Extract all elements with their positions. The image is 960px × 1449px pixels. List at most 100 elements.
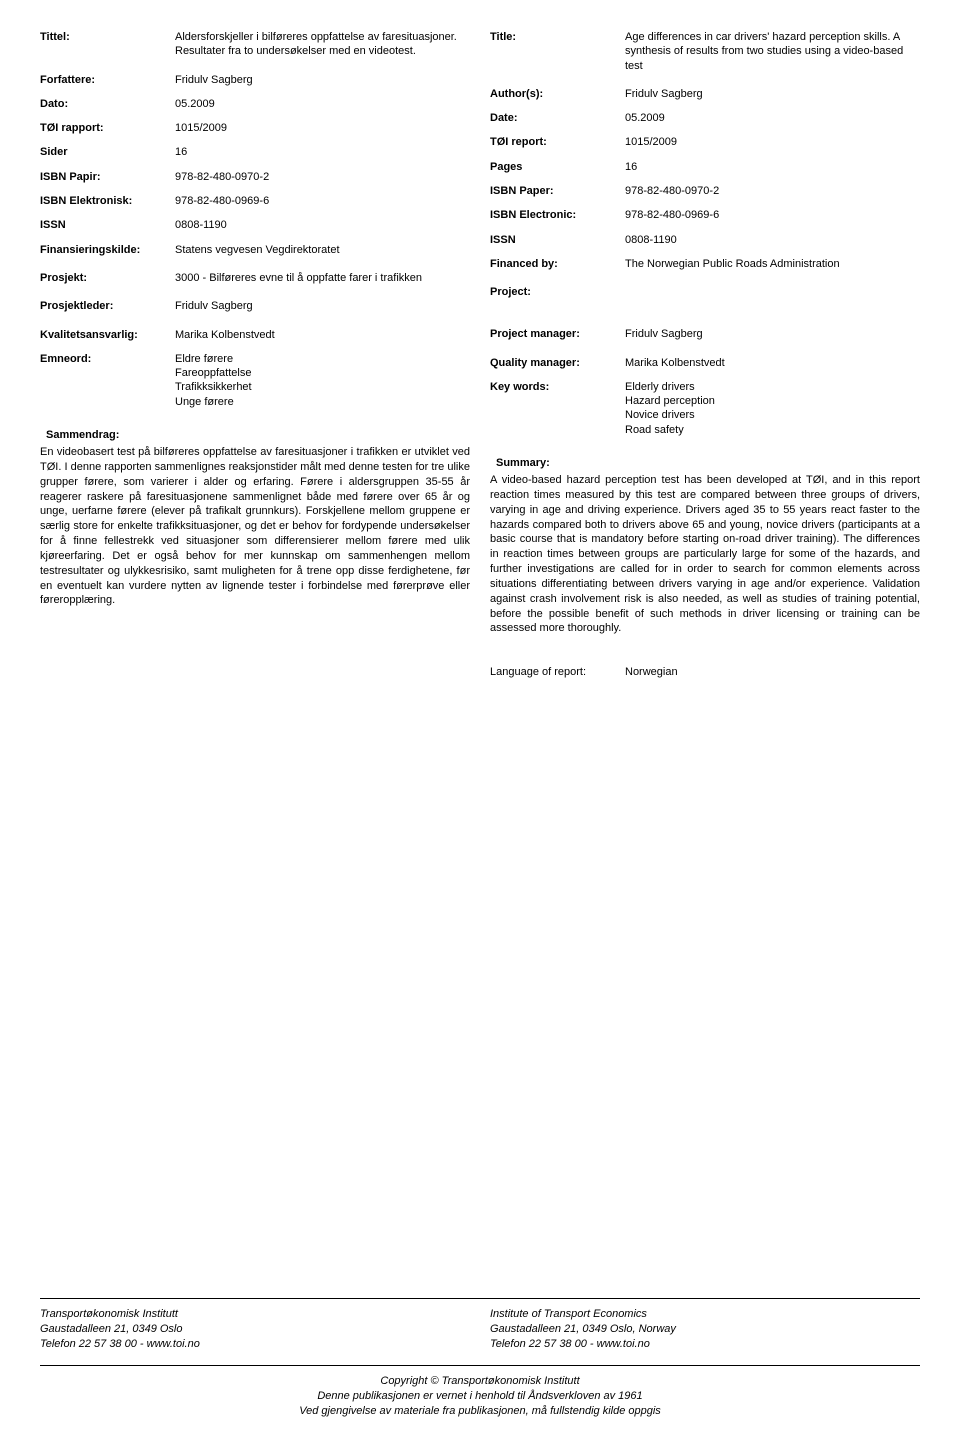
- issn-label-left: ISSN: [40, 218, 175, 232]
- isbn-paper-row: ISBN Paper: 978-82-480-0970-2: [490, 184, 920, 198]
- language-value: Norwegian: [625, 666, 678, 678]
- financed-by-row: Financed by: The Norwegian Public Roads …: [490, 257, 920, 271]
- isbn-elektronisk-row: ISBN Elektronisk: 978-82-480-0969-6: [40, 194, 470, 208]
- prosjektleder-label: Prosjektleder:: [40, 299, 175, 313]
- footer-right-l2: Gaustadalleen 21, 0349 Oslo, Norway: [490, 1322, 920, 1337]
- authors-row: Author(s): Fridulv Sagberg: [490, 87, 920, 101]
- quality-manager-row: Quality manager: Marika Kolbenstvedt: [490, 356, 920, 370]
- date-row: Date: 05.2009: [490, 111, 920, 125]
- issn-label-right: ISSN: [490, 233, 625, 247]
- footer-right-l3: Telefon 22 57 38 00 - www.toi.no: [490, 1337, 920, 1352]
- language-row: Language of report: Norwegian: [490, 666, 920, 678]
- forfattere-value: Fridulv Sagberg: [175, 73, 470, 87]
- quality-manager-label: Quality manager:: [490, 356, 625, 370]
- project-row: Project:: [490, 285, 920, 313]
- kvalitetsansvarlig-label: Kvalitetsansvarlig:: [40, 328, 175, 342]
- footer: Transportøkonomisk Institutt Gaustadalle…: [40, 1298, 920, 1419]
- financed-by-value: The Norwegian Public Roads Administratio…: [625, 257, 920, 271]
- sammendrag-text: En videobasert test på bilføreres oppfat…: [40, 445, 470, 608]
- finansieringskilde-label: Finansieringskilde:: [40, 243, 175, 257]
- date-value: 05.2009: [625, 111, 920, 125]
- dato-row: Dato: 05.2009: [40, 97, 470, 111]
- title-row: Title: Age differences in car drivers' h…: [490, 30, 920, 73]
- prosjektleder-row: Prosjektleder: Fridulv Sagberg: [40, 299, 470, 313]
- authors-value: Fridulv Sagberg: [625, 87, 920, 101]
- project-manager-value: Fridulv Sagberg: [625, 327, 920, 341]
- keywords-row: Key words: Elderly drivers Hazard percep…: [490, 380, 920, 437]
- isbn-paper-label: ISBN Paper:: [490, 184, 625, 198]
- isbn-papir-label: ISBN Papir:: [40, 170, 175, 184]
- emneord-v1: Eldre førere: [175, 352, 470, 366]
- kvalitetsansvarlig-value: Marika Kolbenstvedt: [175, 328, 470, 342]
- emneord-v4: Unge førere: [175, 395, 470, 409]
- emneord-row: Emneord: Eldre førere Fareoppfattelse Tr…: [40, 352, 470, 409]
- tittel-label: Tittel:: [40, 30, 175, 59]
- tittel-row: Tittel: Aldersforskjeller i bilføreres o…: [40, 30, 470, 59]
- footer-center: Copyright © Transportøkonomisk Institutt…: [40, 1365, 920, 1419]
- isbn-papir-row: ISBN Papir: 978-82-480-0970-2: [40, 170, 470, 184]
- sider-label: Sider: [40, 145, 175, 159]
- kvalitetsansvarlig-row: Kvalitetsansvarlig: Marika Kolbenstvedt: [40, 328, 470, 342]
- footer-left: Transportøkonomisk Institutt Gaustadalle…: [40, 1307, 470, 1352]
- isbn-paper-value: 978-82-480-0970-2: [625, 184, 920, 198]
- isbn-elektronisk-label: ISBN Elektronisk:: [40, 194, 175, 208]
- footer-center-l3: Ved gjengivelse av materiale fra publika…: [40, 1404, 920, 1419]
- project-value: [625, 285, 920, 313]
- keywords-v1: Elderly drivers: [625, 380, 920, 394]
- isbn-elektronisk-value: 978-82-480-0969-6: [175, 194, 470, 208]
- project-label: Project:: [490, 285, 625, 313]
- emneord-values: Eldre førere Fareoppfattelse Trafikksikk…: [175, 352, 470, 409]
- footer-columns: Transportøkonomisk Institutt Gaustadalle…: [40, 1307, 920, 1352]
- pages-label: Pages: [490, 160, 625, 174]
- dato-value: 05.2009: [175, 97, 470, 111]
- forfattere-row: Forfattere: Fridulv Sagberg: [40, 73, 470, 87]
- tittel-value: Aldersforskjeller i bilføreres oppfattel…: [175, 30, 470, 59]
- language-label: Language of report:: [490, 666, 625, 678]
- pages-value: 16: [625, 160, 920, 174]
- summary-heading: Summary:: [490, 457, 920, 469]
- sammendrag-heading: Sammendrag:: [40, 429, 470, 441]
- project-manager-row: Project manager: Fridulv Sagberg: [490, 327, 920, 341]
- toi-report-value: 1015/2009: [625, 135, 920, 149]
- dato-label: Dato:: [40, 97, 175, 111]
- prosjektleder-value: Fridulv Sagberg: [175, 299, 470, 313]
- keywords-values: Elderly drivers Hazard perception Novice…: [625, 380, 920, 437]
- keywords-label: Key words:: [490, 380, 625, 437]
- issn-value-right: 0808-1190: [625, 233, 920, 247]
- pages-row: Pages 16: [490, 160, 920, 174]
- issn-value-left: 0808-1190: [175, 218, 470, 232]
- isbn-papir-value: 978-82-480-0970-2: [175, 170, 470, 184]
- summary-text: A video-based hazard perception test has…: [490, 473, 920, 636]
- sider-row: Sider 16: [40, 145, 470, 159]
- footer-left-l3: Telefon 22 57 38 00 - www.toi.no: [40, 1337, 470, 1352]
- authors-label: Author(s):: [490, 87, 625, 101]
- keywords-v4: Road safety: [625, 423, 920, 437]
- issn-row-right: ISSN 0808-1190: [490, 233, 920, 247]
- date-label: Date:: [490, 111, 625, 125]
- emneord-label: Emneord:: [40, 352, 175, 409]
- prosjekt-row: Prosjekt: 3000 - Bilføreres evne til å o…: [40, 271, 470, 285]
- keywords-v3: Novice drivers: [625, 408, 920, 422]
- left-column: Tittel: Aldersforskjeller i bilføreres o…: [40, 30, 470, 678]
- isbn-electronic-row: ISBN Electronic: 978-82-480-0969-6: [490, 208, 920, 222]
- toi-rapport-label: TØI rapport:: [40, 121, 175, 135]
- toi-rapport-row: TØI rapport: 1015/2009: [40, 121, 470, 135]
- toi-report-label: TØI report:: [490, 135, 625, 149]
- quality-manager-value: Marika Kolbenstvedt: [625, 356, 920, 370]
- emneord-v2: Fareoppfattelse: [175, 366, 470, 380]
- right-column: Title: Age differences in car drivers' h…: [490, 30, 920, 678]
- issn-row-left: ISSN 0808-1190: [40, 218, 470, 232]
- metadata-columns: Tittel: Aldersforskjeller i bilføreres o…: [40, 30, 920, 678]
- prosjekt-label: Prosjekt:: [40, 271, 175, 285]
- title-label: Title:: [490, 30, 625, 73]
- footer-left-l2: Gaustadalleen 21, 0349 Oslo: [40, 1322, 470, 1337]
- finansieringskilde-value: Statens vegvesen Vegdirektoratet: [175, 243, 470, 257]
- footer-left-l1: Transportøkonomisk Institutt: [40, 1307, 470, 1322]
- isbn-electronic-value: 978-82-480-0969-6: [625, 208, 920, 222]
- finansieringskilde-row: Finansieringskilde: Statens vegvesen Veg…: [40, 243, 470, 257]
- keywords-v2: Hazard perception: [625, 394, 920, 408]
- financed-by-label: Financed by:: [490, 257, 625, 271]
- isbn-electronic-label: ISBN Electronic:: [490, 208, 625, 222]
- footer-rule-top: [40, 1298, 920, 1299]
- forfattere-label: Forfattere:: [40, 73, 175, 87]
